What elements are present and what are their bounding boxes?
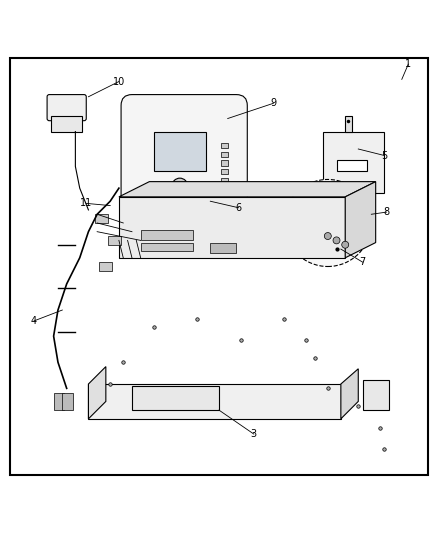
Bar: [167, 206, 178, 216]
FancyBboxPatch shape: [121, 94, 247, 212]
Text: 3: 3: [251, 429, 257, 439]
Circle shape: [342, 241, 349, 248]
Text: 6: 6: [236, 203, 242, 213]
Bar: [141, 243, 193, 251]
Circle shape: [319, 214, 336, 232]
Bar: [221, 143, 228, 148]
Bar: [99, 262, 113, 271]
Bar: [221, 169, 228, 174]
Bar: [62, 393, 73, 410]
Text: 10: 10: [113, 77, 125, 86]
Bar: [108, 236, 121, 245]
Text: 5: 5: [381, 150, 388, 160]
Bar: [141, 230, 193, 240]
Bar: [197, 185, 206, 190]
Bar: [221, 177, 228, 183]
Text: 1: 1: [405, 59, 411, 69]
Bar: [345, 116, 352, 132]
Bar: [221, 151, 228, 157]
Bar: [208, 185, 217, 190]
Bar: [51, 116, 82, 132]
FancyBboxPatch shape: [336, 160, 367, 171]
Circle shape: [333, 237, 340, 244]
Bar: [221, 160, 228, 166]
Polygon shape: [345, 182, 376, 258]
Bar: [53, 393, 64, 410]
Text: 9: 9: [270, 98, 276, 108]
Polygon shape: [341, 369, 358, 419]
Polygon shape: [119, 182, 376, 197]
Text: 8: 8: [384, 207, 390, 217]
Text: 4: 4: [31, 316, 37, 326]
Bar: [132, 386, 219, 410]
Circle shape: [284, 180, 371, 266]
FancyBboxPatch shape: [323, 132, 385, 192]
FancyBboxPatch shape: [47, 94, 86, 120]
Text: 11: 11: [80, 198, 92, 208]
Text: 7: 7: [360, 257, 366, 267]
Bar: [154, 132, 206, 171]
Polygon shape: [88, 367, 106, 419]
Bar: [119, 197, 345, 258]
FancyBboxPatch shape: [363, 379, 389, 410]
FancyBboxPatch shape: [88, 384, 341, 419]
Circle shape: [324, 232, 331, 239]
Bar: [210, 243, 237, 254]
Bar: [95, 214, 108, 223]
Circle shape: [172, 178, 187, 194]
